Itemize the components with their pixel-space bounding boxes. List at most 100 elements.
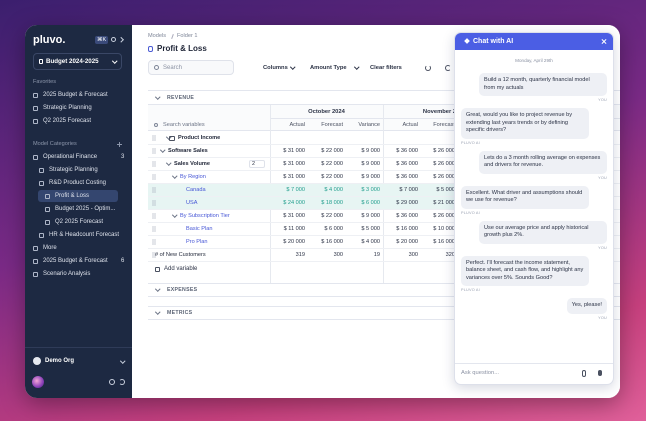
row-line — [148, 222, 620, 223]
drag-handle — [152, 226, 156, 232]
cell-value: $ 5 000 — [361, 226, 380, 232]
cell-value: $ 9 000 — [361, 161, 380, 167]
badge-box — [249, 160, 265, 168]
cell-value: $ 31 000 — [283, 148, 305, 154]
row-line — [148, 157, 620, 158]
row-label[interactable]: By Subscription Tier — [180, 213, 230, 219]
row-label[interactable]: By Region — [180, 174, 206, 180]
caret-icon — [118, 36, 124, 42]
tree-item[interactable]: Scenario Analysis — [43, 271, 91, 277]
message-meta: YOU — [598, 245, 607, 250]
tree-item[interactable]: Profit & Loss — [55, 193, 90, 199]
column-header: Actual — [402, 122, 418, 128]
cell-value: $ 29 000 — [396, 200, 418, 206]
row-label[interactable]: # of New Customers — [155, 252, 206, 258]
drag-handle — [152, 135, 156, 141]
cell-value: $ 26 000 — [433, 161, 455, 167]
row-highlight — [148, 196, 504, 210]
favorite-item[interactable]: 2025 Budget & Forecast — [43, 92, 108, 98]
chat-bubble: Build a 12 month, quarterly financial mo… — [479, 73, 607, 96]
tree-item[interactable]: Budget 2025 - Optim... — [55, 206, 116, 212]
cell-value: $ 31 000 — [283, 161, 305, 167]
cell-value: $ 9 000 — [361, 213, 380, 219]
row-label[interactable]: Pro Plan — [186, 239, 208, 245]
section-label: Model Categories — [33, 141, 77, 147]
row-label[interactable]: USA — [186, 200, 198, 206]
row-label[interactable]: Basic Plan — [186, 226, 213, 232]
org-avatar — [33, 357, 41, 365]
caret-icon — [290, 63, 296, 69]
undo-icon — [445, 64, 451, 71]
add-variable[interactable]: Add variable — [164, 266, 198, 272]
chat-bubble: Perfect. I'll forecast the income statem… — [461, 255, 589, 286]
row-label[interactable]: Canada — [186, 187, 206, 193]
budget-label[interactable]: Budget 2024-2025 — [46, 57, 99, 65]
section-bar — [148, 90, 620, 105]
org-name[interactable]: Demo Org — [45, 358, 75, 364]
title-icon — [148, 45, 153, 52]
tree-item[interactable]: Operational Finance — [43, 154, 98, 160]
item-icon — [33, 245, 38, 251]
tree-item[interactable]: Q2 2025 Forecast — [55, 219, 104, 225]
chat-date: Monday, April 29th — [515, 58, 553, 63]
breadcrumb[interactable]: Models — [148, 33, 167, 39]
sidebar: pluvo. ⌘K Budget 2024-2025 Favorites 2025 Bu… — [25, 25, 132, 398]
row-line — [148, 261, 620, 262]
breadcrumb[interactable]: Folder 1 — [177, 33, 198, 39]
active-item-bg — [38, 190, 118, 202]
row-label[interactable]: Software Sales — [168, 148, 208, 154]
toolbar-button[interactable]: Amount Type — [310, 64, 347, 71]
chat-bubble: Great, would you like to project revenue… — [461, 108, 589, 139]
row-label[interactable]: Sales Volume — [174, 161, 210, 167]
chat-bubble: Lets do a 3 month rolling average on exp… — [479, 150, 607, 174]
divider — [25, 347, 132, 348]
tree-item[interactable]: 2025 Budget & Forecast — [43, 258, 108, 264]
drag-handle — [152, 174, 156, 180]
column-header: Forecast — [433, 122, 455, 128]
cell-value: 300 — [408, 252, 418, 258]
folder-icon — [169, 135, 175, 141]
section-title[interactable]: EXPENSES — [167, 287, 198, 293]
row-line — [148, 209, 620, 210]
cell-value: $ 21 000 — [433, 200, 455, 206]
cell-value: $ 18 000 — [321, 200, 343, 206]
refresh-icon — [425, 64, 431, 71]
cell-value: 19 — [373, 252, 380, 258]
tree-item[interactable]: Strategic Planning — [49, 167, 98, 173]
chat-title: Chat with AI — [473, 37, 514, 45]
attach-icon — [582, 369, 586, 377]
shortcut-badge: ⌘K — [95, 36, 109, 44]
item-icon — [45, 193, 50, 199]
tree-item[interactable]: HR & Headcount Forecast — [49, 232, 120, 238]
favorite-item[interactable]: Strategic Planning — [43, 105, 92, 111]
drag-handle — [152, 200, 156, 206]
chat-input[interactable]: Ask question... — [461, 370, 500, 376]
toolbar-button[interactable]: Columns — [263, 64, 288, 71]
tree-item[interactable]: R&D Product Costing — [49, 180, 107, 186]
chat-messages: Build a 12 month, quarterly financial mo… — [455, 73, 613, 321]
month-header: October 2024 — [308, 109, 345, 115]
search-placeholder[interactable]: Search — [163, 64, 183, 71]
item-count: 6 — [121, 258, 125, 264]
section-title[interactable]: METRICS — [167, 310, 193, 316]
message-meta: YOU — [598, 315, 607, 320]
variable-search[interactable]: Search variables — [163, 122, 205, 128]
cell-value: $ 4 000 — [361, 239, 380, 245]
toolbar-button[interactable]: Clear filters — [370, 64, 402, 71]
item-icon — [39, 232, 44, 238]
message-meta: YOU — [598, 175, 607, 180]
row-label[interactable]: Product Income — [178, 135, 221, 141]
cell-value: 300 — [333, 252, 343, 258]
section-bar — [148, 283, 620, 297]
message-meta: YOU — [598, 98, 607, 102]
favorite-item[interactable]: Q2 2025 Forecast — [43, 118, 92, 124]
tree-item[interactable]: More — [43, 245, 57, 251]
column-header: Variance — [358, 122, 380, 128]
row-highlight — [148, 183, 504, 197]
message-meta: PLUVO AI — [461, 210, 480, 215]
mic-icon — [598, 369, 602, 376]
item-icon — [45, 219, 50, 225]
chat-header — [455, 33, 613, 50]
cell-value: $ 36 000 — [396, 174, 418, 180]
page-title: Profit & Loss — [157, 44, 207, 53]
